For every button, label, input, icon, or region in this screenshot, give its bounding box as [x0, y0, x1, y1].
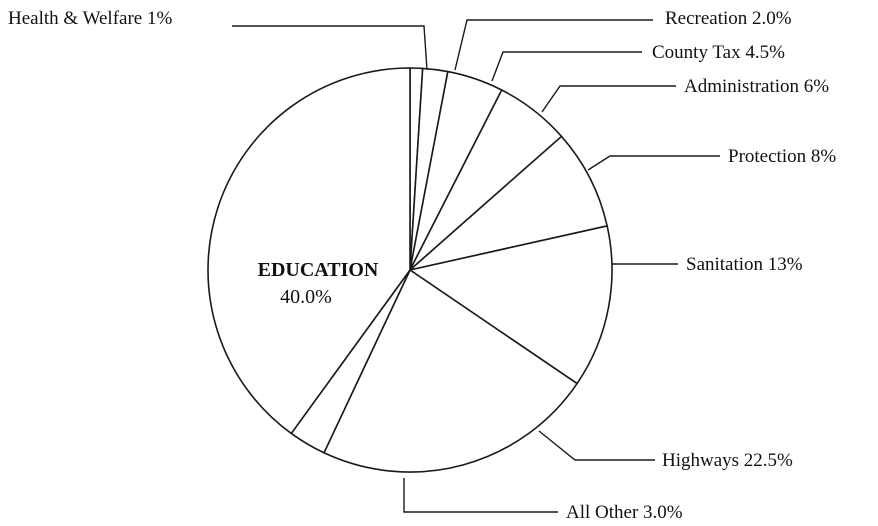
leader-line-all-other	[403, 478, 558, 513]
label-highways: Highways 22.5%	[662, 450, 793, 471]
label-all-other: All Other 3.0%	[566, 502, 683, 523]
label-administration: Administration 6%	[684, 76, 829, 97]
label-recreation: Recreation 2.0%	[665, 8, 792, 29]
label-county-tax: County Tax 4.5%	[652, 42, 785, 63]
leader-line-health-welfare	[232, 25, 428, 71]
label-health-welfare: Health & Welfare 1%	[8, 8, 172, 29]
leader-line-county-tax	[491, 51, 642, 82]
leader-line-highways	[538, 430, 655, 461]
label-sanitation: Sanitation 13%	[686, 254, 803, 275]
pie-slice-highways	[323, 269, 578, 473]
pie-slice-education	[207, 67, 411, 435]
pie-slices	[207, 67, 613, 473]
label-education-category: EDUCATION	[258, 259, 379, 281]
leader-line-protection	[587, 155, 720, 171]
leader-line-recreation	[454, 19, 653, 71]
label-protection: Protection 8%	[728, 146, 836, 167]
label-education-value: 40.0%	[280, 286, 332, 308]
slice-labels: Health & Welfare 1% Recreation 2.0% Coun…	[8, 8, 836, 523]
leader-line-administration	[541, 85, 676, 113]
pie-slice-sanitation	[409, 225, 613, 385]
leader-lines	[232, 19, 720, 513]
